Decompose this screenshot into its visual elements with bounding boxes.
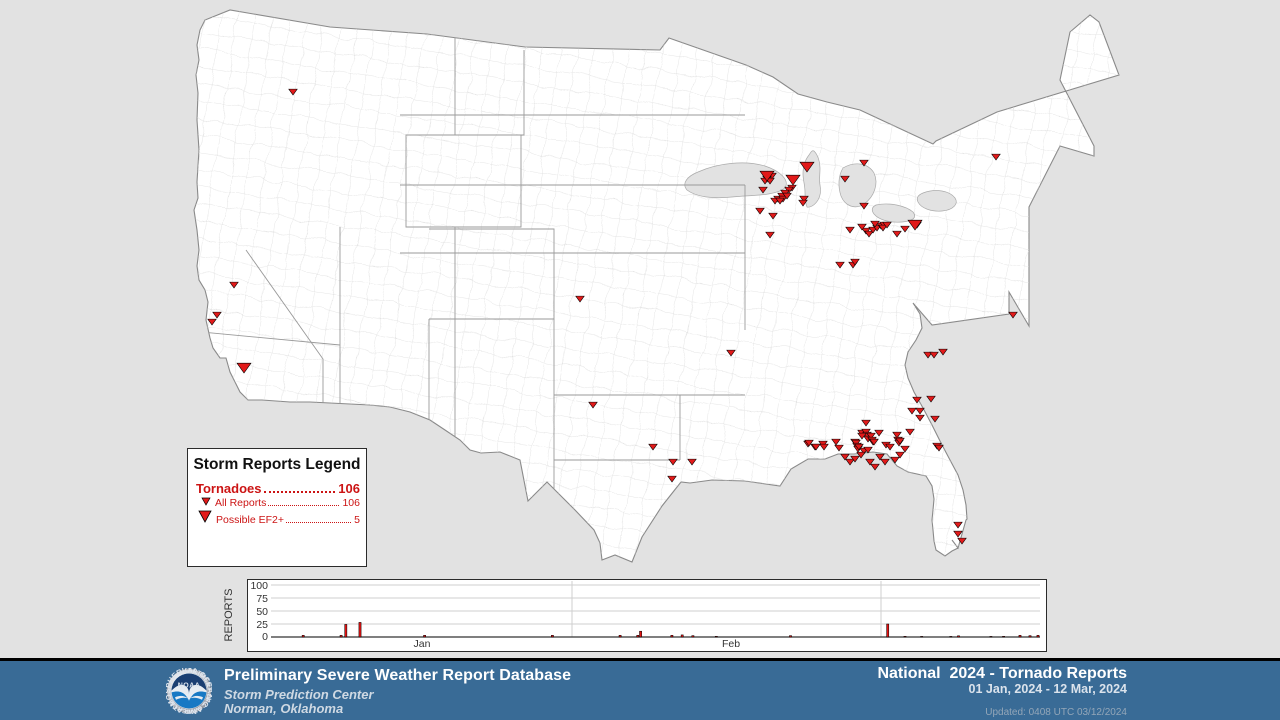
svg-text:50: 50 bbox=[256, 606, 268, 618]
svg-text:NOAA: NOAA bbox=[178, 683, 201, 690]
svg-text:100: 100 bbox=[250, 580, 268, 592]
svg-text:0: 0 bbox=[262, 631, 268, 643]
svg-text:75: 75 bbox=[256, 593, 268, 605]
svg-text:Feb: Feb bbox=[722, 638, 740, 650]
svg-text:25: 25 bbox=[256, 619, 268, 631]
svg-text:Jan: Jan bbox=[414, 638, 431, 650]
